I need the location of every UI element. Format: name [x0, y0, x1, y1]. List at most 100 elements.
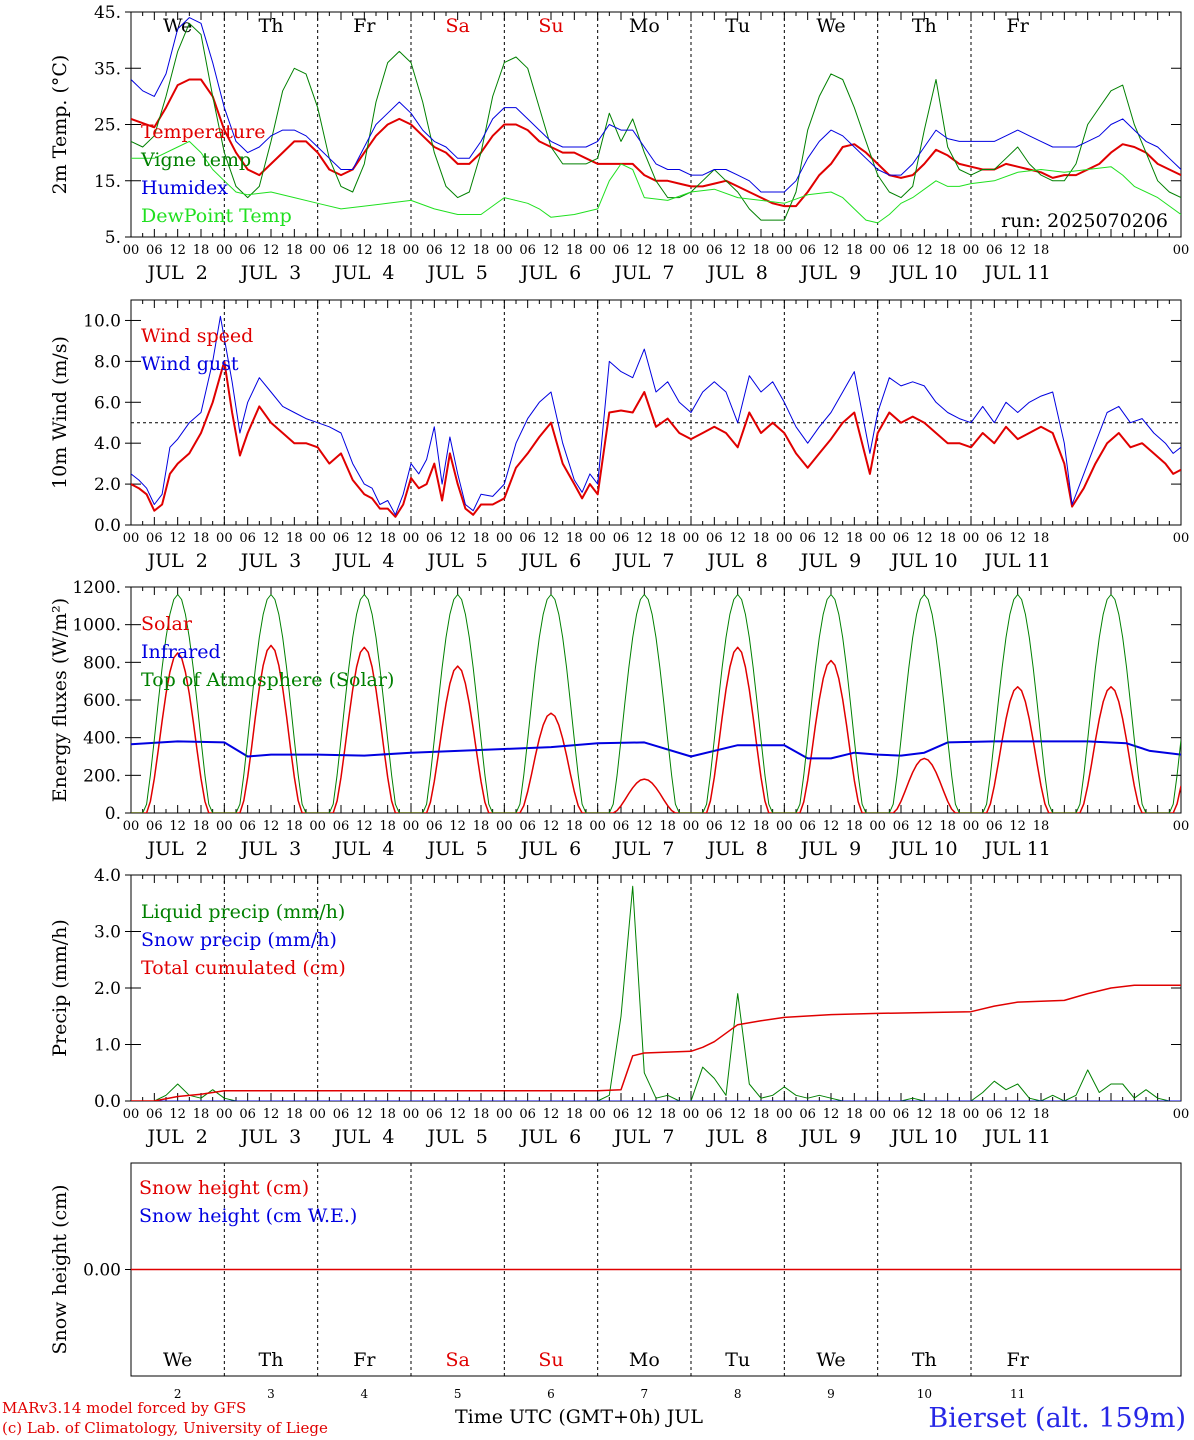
hour-label: 06 — [426, 819, 443, 834]
hour-label: 06 — [893, 1107, 910, 1122]
hour-label: 18 — [473, 1107, 490, 1122]
date-label: JUL 8 — [705, 838, 767, 860]
hour-label: 18 — [379, 531, 396, 546]
hour-label: 12 — [729, 1107, 746, 1122]
hour-label: 12 — [263, 1107, 280, 1122]
hour-label: 12 — [636, 1107, 653, 1122]
legend-entry: Wind speed — [141, 325, 253, 347]
date-label: JUL 3 — [239, 1126, 301, 1148]
hour-label: 18 — [286, 243, 303, 258]
hour-label: 00 — [216, 243, 233, 258]
hour-label: 18 — [753, 1107, 770, 1122]
hour-label: 12 — [916, 531, 933, 546]
weekday-label: Fr — [1007, 15, 1030, 37]
hour-label: 12 — [916, 1107, 933, 1122]
legend-entry: Top of Atmosphere (Solar) — [141, 669, 394, 691]
hour-label: 18 — [939, 1107, 956, 1122]
legend-entry: Snow height (cm) — [139, 1177, 309, 1199]
hour-label: 12 — [356, 531, 373, 546]
date-label: JUL 4 — [332, 838, 394, 860]
hour-label: 12 — [1009, 531, 1026, 546]
hour-label: 06 — [986, 531, 1003, 546]
hour-label: 00 — [869, 243, 886, 258]
y-tick-label: 2.0 — [94, 979, 121, 999]
hour-label: 06 — [799, 1107, 816, 1122]
legend-entry: Humidex — [141, 177, 228, 199]
hour-label: 18 — [379, 819, 396, 834]
legend-entry: Infrared — [141, 641, 221, 663]
hour-label: 00 — [123, 1107, 140, 1122]
panel-1: 00 06 12 18 00 06 12 18 00 06 12 18 00 06 12 18 00 06 12 18… — [49, 3, 1189, 284]
hour-label: 18 — [846, 1107, 863, 1122]
date-label: JUL 7 — [612, 262, 674, 284]
date-label: JUL 8 — [705, 1126, 767, 1148]
hour-label: 12 — [449, 819, 466, 834]
date-label: JUL 11 — [982, 1126, 1050, 1148]
y-tick-label: 8.0 — [94, 352, 121, 372]
hour-label: 18 — [939, 531, 956, 546]
date-label: JUL 5 — [425, 838, 487, 860]
hour-label: 06 — [893, 531, 910, 546]
day-number: 11 — [1010, 1387, 1025, 1401]
legend-entry: Total cumulated (cm) — [141, 957, 346, 979]
day-number: 8 — [734, 1387, 742, 1401]
run-label: run: 2025070206 — [1001, 210, 1168, 232]
hour-label: 18 — [193, 1107, 210, 1122]
hour-label: 00 — [216, 819, 233, 834]
hour-label: 06 — [613, 1107, 630, 1122]
series-group — [131, 17, 1181, 224]
hour-label: 18 — [939, 243, 956, 258]
y-tick-label: 2.0 — [94, 475, 121, 495]
hour-label: 12 — [636, 819, 653, 834]
y-tick-label: 0.0 — [94, 516, 121, 536]
date-label: JUL 7 — [612, 550, 674, 572]
series-group — [131, 594, 1181, 813]
series-line — [131, 17, 1181, 193]
hour-label: 00 — [869, 531, 886, 546]
series-line — [131, 140, 1181, 224]
series-group — [131, 885, 1181, 1101]
hour-label: 06 — [706, 1107, 723, 1122]
hour-label: 06 — [519, 243, 536, 258]
date-label: JUL 11 — [982, 550, 1050, 572]
date-label: JUL 3 — [239, 838, 301, 860]
hour-label: 18 — [473, 243, 490, 258]
hour-label: 06 — [333, 1107, 350, 1122]
panel-frame — [130, 11, 1182, 238]
legend-entry: Snow height (cm W.E.) — [139, 1205, 357, 1227]
hour-label: 00 — [589, 819, 606, 834]
date-label: JUL 8 — [705, 262, 767, 284]
hour-label: 12 — [729, 243, 746, 258]
y-axis-label: Precip (mm/h) — [49, 919, 71, 1057]
series-line — [131, 644, 1181, 813]
hour-label: 00 — [123, 531, 140, 546]
weekday-label: Th — [259, 1349, 284, 1371]
hour-label: 12 — [169, 1107, 186, 1122]
date-label: JUL 9 — [799, 1126, 861, 1148]
date-label: JUL 5 — [425, 550, 487, 572]
hour-label: 18 — [473, 531, 490, 546]
hour-label: 00 — [683, 243, 700, 258]
hour-label: 18 — [659, 531, 676, 546]
weekday-label: Su — [538, 15, 563, 37]
hour-label: 00 — [1173, 531, 1190, 546]
hour-label: 06 — [706, 819, 723, 834]
hour-label: 18 — [1033, 819, 1050, 834]
date-label: JUL 10 — [889, 262, 957, 284]
hour-label: 18 — [379, 1107, 396, 1122]
hour-label: 18 — [846, 531, 863, 546]
hour-label: 00 — [589, 1107, 606, 1122]
series-line — [131, 594, 1181, 813]
hour-label: 06 — [799, 531, 816, 546]
hour-label: 18 — [659, 1107, 676, 1122]
hour-label: 12 — [823, 531, 840, 546]
hour-label: 18 — [659, 243, 676, 258]
legend-entry: Temperature — [141, 121, 265, 143]
hour-label: 00 — [869, 1107, 886, 1122]
hour-label: 18 — [566, 243, 583, 258]
date-label: JUL 2 — [145, 838, 207, 860]
panel-frame — [130, 299, 1182, 526]
y-tick-label: 15. — [94, 172, 121, 192]
hour-label: 00 — [309, 531, 326, 546]
hour-label: 06 — [426, 1107, 443, 1122]
